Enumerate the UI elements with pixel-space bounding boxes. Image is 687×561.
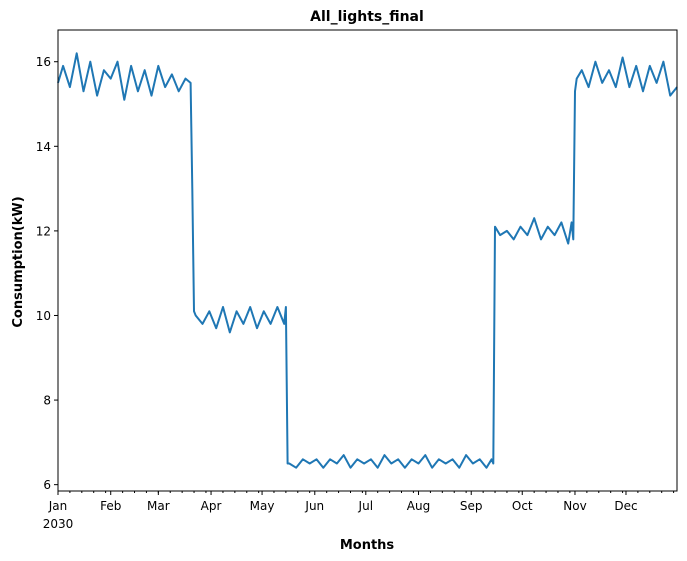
x-tick-label: Dec [614, 499, 637, 513]
x-tick-label: Mar [147, 499, 170, 513]
x-tick-label: Jun [304, 499, 324, 513]
x-tick-label: Jul [358, 499, 373, 513]
chart-title: All_lights_final [310, 9, 424, 25]
series-line [57, 52, 678, 469]
y-tick-label: 14 [36, 140, 51, 154]
y-tick-label: 12 [36, 224, 51, 238]
x-axis-ticks: Jan Feb Mar Apr May Jun Jul Aug Sep Oct Nov Dec [48, 491, 675, 513]
x-tick-label: Feb [100, 499, 121, 513]
y-axis-label: Consumption(kW) [11, 196, 26, 327]
y-tick-label: 10 [36, 309, 51, 323]
x-tick-label: Apr [201, 499, 222, 513]
x-tick-label: Sep [460, 499, 483, 513]
x-tick-label: Oct [512, 499, 533, 513]
x-axis-label: Months [340, 538, 395, 553]
y-axis-ticks: 6 8 10 12 14 16 [36, 55, 58, 492]
x-tick-label: Aug [407, 499, 430, 513]
x-tick-label: Jan [48, 499, 68, 513]
y-tick-label: 8 [43, 394, 51, 408]
plot-frame [57, 29, 678, 492]
y-tick-label: 6 [43, 478, 51, 492]
x-tick-label: Nov [563, 499, 586, 513]
x-axis-year-label: 2030 [43, 517, 74, 531]
x-tick-label: May [250, 499, 275, 513]
y-tick-label: 16 [36, 55, 51, 69]
